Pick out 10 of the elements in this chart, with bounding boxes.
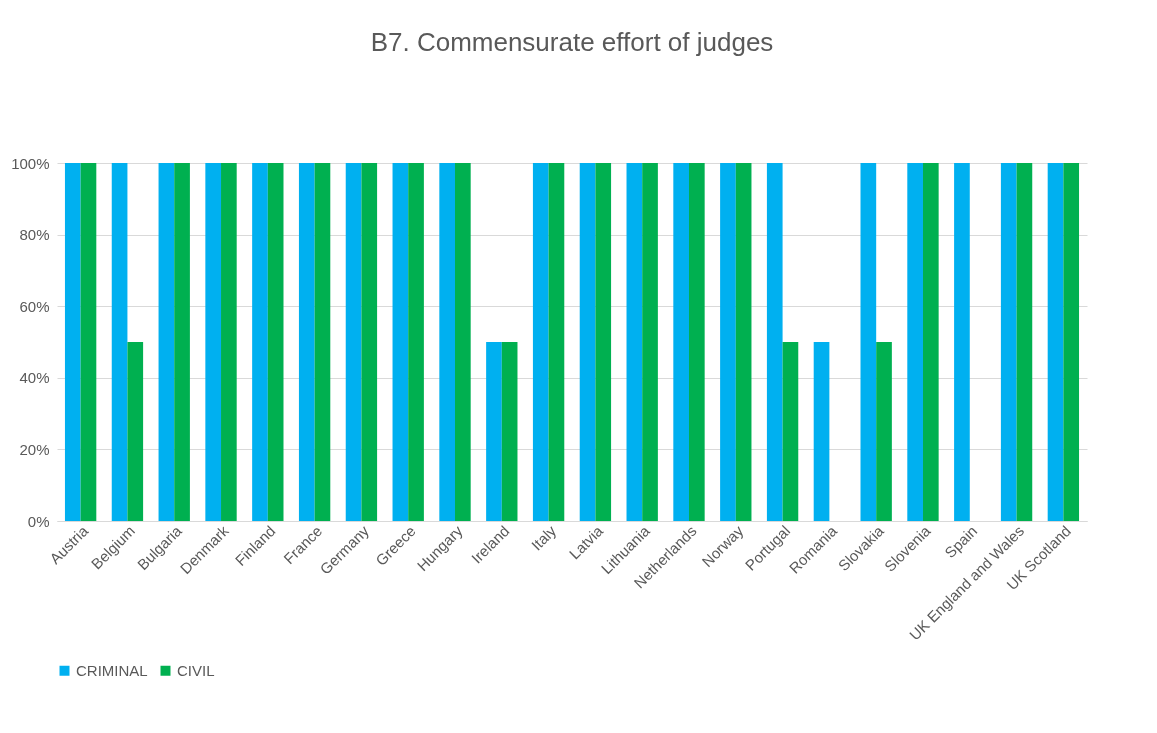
chart-title: B7. Commensurate effort of judges <box>370 27 774 57</box>
y-tick-label: 100% <box>11 154 50 172</box>
y-tick-label: 80% <box>19 226 50 244</box>
legend-label: CRIMINAL <box>76 661 148 679</box>
y-tick-label: 20% <box>19 440 50 458</box>
y-tick-label: 40% <box>19 369 50 387</box>
y-tick-label: 0% <box>27 512 50 530</box>
x-tick-label: Italy <box>527 521 560 554</box>
y-tick-label: 60% <box>19 297 50 315</box>
legend-label: CIVIL <box>177 661 215 679</box>
